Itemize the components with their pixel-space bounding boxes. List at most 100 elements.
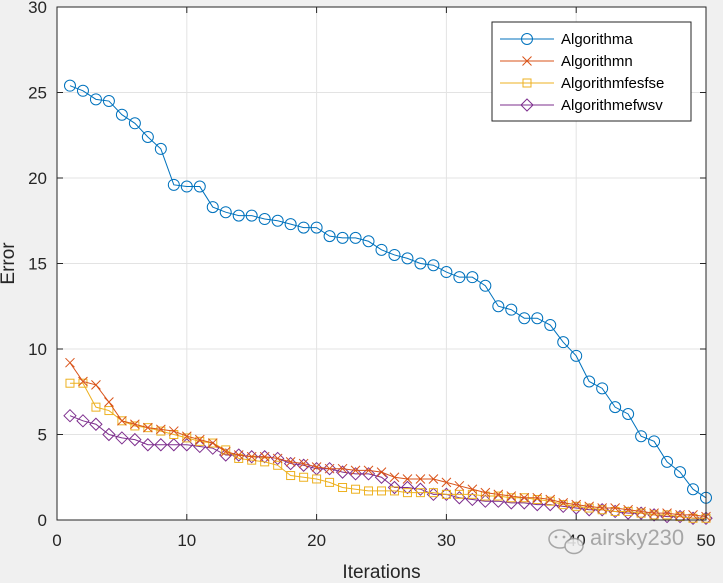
circle-marker: [128, 117, 141, 130]
square-marker: [377, 486, 386, 496]
circle-marker: [154, 142, 167, 155]
x-marker: [324, 463, 335, 474]
x-marker: [104, 397, 114, 407]
circle-marker: [102, 95, 115, 108]
x-marker: [571, 499, 582, 510]
series-Algorithmn: [65, 357, 711, 522]
x-marker: [584, 501, 595, 512]
diamond-marker: [154, 438, 168, 452]
diamond-marker: [244, 450, 259, 464]
square-marker: [506, 493, 516, 503]
legend-item: Algorithmfesfse: [500, 75, 664, 92]
circle-marker: [674, 466, 687, 479]
y-tick-label: 0: [38, 511, 47, 530]
diamond-marker: [270, 451, 285, 466]
axis-ticks: 01020304050051015202530: [28, 0, 715, 550]
plot-frame: [56, 6, 707, 521]
square-marker: [493, 491, 503, 501]
x-marker: [376, 467, 387, 477]
diamond-marker: [322, 461, 337, 476]
circle-marker: [180, 180, 193, 193]
x-marker: [467, 484, 478, 495]
x-marker: [415, 474, 426, 484]
x-axis-label: Iterations: [342, 562, 420, 583]
x-marker: [337, 463, 348, 474]
square-marker: [649, 510, 659, 520]
x-marker: [558, 498, 569, 508]
circle-marker: [206, 201, 219, 214]
x-marker: [363, 465, 374, 476]
diamond-marker: [89, 417, 103, 431]
x-marker: [506, 491, 517, 501]
x-tick-label: 20: [307, 531, 326, 550]
square-marker: [662, 510, 672, 520]
circle-marker: [401, 252, 414, 265]
x-marker: [311, 462, 322, 472]
square-marker: [351, 484, 361, 494]
square-marker: [195, 436, 205, 446]
y-tick-label: 20: [28, 169, 47, 188]
x-marker: [480, 487, 491, 498]
circle-marker: [63, 79, 76, 92]
square-marker: [156, 426, 166, 436]
circle-marker: [323, 230, 336, 243]
x-tick-label: 10: [177, 531, 196, 550]
square-marker: [260, 457, 270, 467]
square-marker: [441, 489, 451, 499]
x-marker: [220, 446, 231, 457]
x-marker: [350, 465, 361, 476]
circle-marker: [414, 257, 427, 270]
square-marker: [558, 500, 568, 510]
diamond-marker: [387, 480, 402, 495]
legend-label: Algorithmn: [561, 53, 633, 70]
circle-marker: [622, 407, 635, 420]
square-marker: [286, 471, 296, 481]
square-marker: [130, 421, 140, 431]
circle-marker: [362, 235, 375, 248]
y-tick-label: 25: [28, 84, 47, 103]
x-marker: [207, 438, 218, 448]
square-marker: [454, 489, 464, 499]
diamond-marker: [257, 450, 272, 464]
diamond-marker: [361, 467, 376, 481]
square-marker: [338, 483, 348, 493]
circle-marker: [505, 303, 518, 316]
x-tick-label: 50: [697, 531, 716, 550]
diamond-marker: [283, 456, 298, 471]
square-marker: [571, 501, 581, 511]
x-marker: [662, 508, 672, 519]
x-marker: [272, 453, 283, 464]
x-marker: [194, 434, 205, 445]
circle-marker: [596, 382, 609, 395]
square-marker: [117, 416, 127, 426]
circle-marker: [349, 231, 362, 244]
circle-marker: [115, 108, 128, 121]
diamond-marker: [102, 427, 116, 442]
circle-marker: [310, 221, 323, 234]
circle-marker: [232, 209, 245, 222]
x-marker: [259, 451, 270, 462]
diamond-marker: [400, 480, 415, 495]
circle-marker: [518, 312, 531, 325]
circle-marker: [544, 319, 557, 332]
diamond-marker: [413, 482, 428, 496]
diamond-marker: [167, 438, 181, 452]
diamond-marker: [232, 448, 246, 462]
legend-label: Algorithmfesfse: [561, 75, 664, 92]
legend-label: Algorithmefwsv: [561, 97, 663, 114]
x-marker: [143, 422, 153, 433]
square-marker: [299, 472, 309, 482]
circle-marker: [427, 259, 440, 272]
square-marker: [545, 496, 555, 506]
circle-marker: [609, 401, 622, 414]
x-marker: [91, 380, 101, 390]
series-Algorithma: [63, 79, 712, 504]
circle-marker: [193, 180, 206, 193]
legend: Algorithma Algorithmn Algorithmfesfse Algor…: [491, 21, 692, 122]
x-marker: [532, 492, 543, 503]
square-marker: [143, 423, 153, 433]
circle-marker: [635, 430, 648, 443]
x-tick-label: 0: [52, 531, 61, 550]
x-marker: [441, 477, 452, 488]
x-marker: [636, 506, 646, 517]
